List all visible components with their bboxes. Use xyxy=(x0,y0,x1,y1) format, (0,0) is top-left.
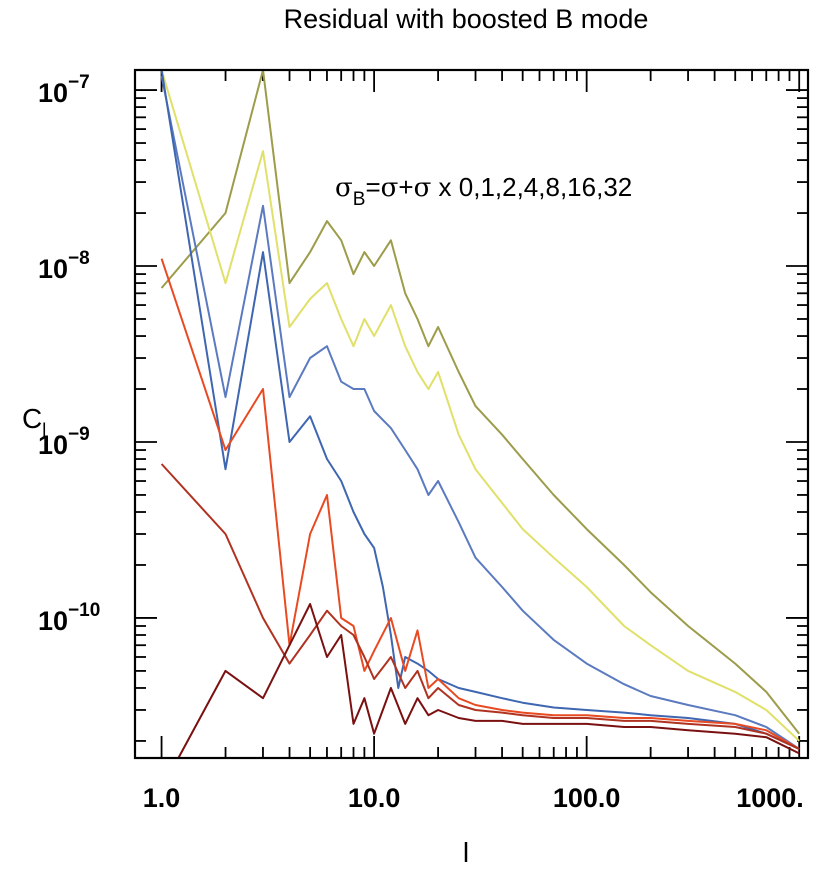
axis-ticks xyxy=(135,70,808,758)
x-tick-label: 100.0 xyxy=(553,783,621,813)
series-line-5 xyxy=(160,463,800,750)
sigma-annotation: σB=σ+σ x 0,1,2,4,8,16,32 xyxy=(335,172,632,210)
series-line-3 xyxy=(160,69,800,750)
annotation-plus: + xyxy=(398,172,413,202)
x-tick-label: 1.0 xyxy=(143,783,181,813)
chart-title: Residual with boosted B mode xyxy=(284,4,649,34)
annotation-multipliers: x 0,1,2,4,8,16,32 xyxy=(431,172,632,202)
y-axis-label: Cl xyxy=(22,403,46,440)
annotation-sigma-2: σ xyxy=(381,173,399,203)
x-tick-label: 1000. xyxy=(736,783,804,813)
y-tick-label: 10−8 xyxy=(38,248,90,284)
y-tick-label: 10−9 xyxy=(38,424,90,460)
y-axis-label-sub: l xyxy=(42,420,46,440)
series-line-1 xyxy=(160,69,800,742)
tick-labels: 1.0 10.0 100.0 1000. 10−7 10−8 10−9 10−10 xyxy=(38,72,804,813)
x-tick-label: 10.0 xyxy=(348,783,401,813)
annotation-equals: = xyxy=(365,172,380,202)
y-axis-label-main: C xyxy=(22,403,42,434)
plot-frame xyxy=(133,68,810,760)
x-axis-label: l xyxy=(463,837,469,868)
annotation-subscript: B xyxy=(353,189,366,210)
series-line-4 xyxy=(160,258,800,750)
series-line-0 xyxy=(160,69,800,735)
y-tick-label: 10−7 xyxy=(38,72,90,108)
y-tick-label: 10−10 xyxy=(38,600,100,636)
series-lines xyxy=(160,69,800,759)
series-line-2 xyxy=(160,75,800,750)
annotation-sigma: σ xyxy=(335,173,353,203)
series-line-6 xyxy=(177,603,800,759)
annotation-sigma-3: σ xyxy=(414,173,432,203)
